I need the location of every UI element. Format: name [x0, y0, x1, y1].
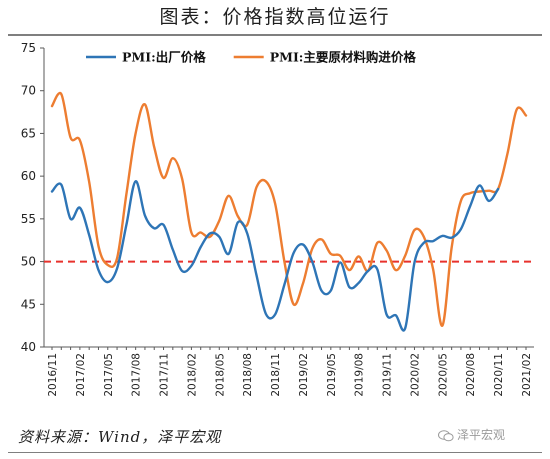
x-tick-label: 2018/02: [186, 353, 198, 397]
x-tick-label: 2016/11: [47, 353, 59, 397]
series-line: [50, 180, 500, 332]
x-axis: 2016/11 2017/02 2017/05 2017/08 2017/11 2018/…: [44, 346, 534, 397]
x-tick-label: 2020/05: [437, 353, 449, 397]
title-underline: [8, 34, 542, 36]
x-tick-label: 2018/08: [242, 353, 254, 397]
x-tick-label: 2017/11: [159, 353, 171, 397]
legend-label: PMI:出厂价格: [122, 50, 206, 65]
x-tick-label: 2018/11: [270, 353, 282, 397]
wechat-icon: [438, 429, 454, 442]
chart-title: 图表：价格指数高位运行: [159, 6, 391, 28]
x-tick-label: 2017/02: [75, 353, 87, 397]
y-tick-label: 60: [21, 169, 36, 183]
footer-rule: [8, 452, 542, 453]
series-line: [50, 91, 528, 327]
x-tick-label: 2019/11: [382, 353, 394, 397]
x-tick-label: 2018/05: [214, 353, 226, 397]
x-tick-label: 2019/05: [326, 353, 338, 397]
x-tick-label: 2019/08: [354, 353, 366, 397]
y-tick-label: 55: [21, 212, 36, 226]
x-tick-label: 2021/02: [521, 353, 533, 397]
y-axis: 40 45 50 55 60 65 70 75: [21, 41, 45, 354]
y-tick-label: 50: [21, 255, 36, 269]
x-tick-label: 2017/05: [103, 353, 115, 397]
x-tick-label: 2020/11: [493, 353, 505, 397]
x-tick-label: 2020/02: [409, 353, 421, 397]
watermark: 泽平宏观: [438, 426, 505, 443]
y-tick-label: 40: [21, 340, 36, 354]
source-note: 资料来源：Wind，泽平宏观: [18, 428, 222, 446]
x-tick-label: 2019/02: [298, 353, 310, 397]
x-tick-label: 2020/08: [465, 353, 477, 397]
x-tick-label: 2017/08: [131, 353, 143, 397]
series-group: [50, 91, 528, 332]
legend: PMI:出厂价格 PMI:主要原材料购进价格: [86, 50, 416, 65]
y-tick-label: 70: [21, 84, 36, 98]
y-tick-label: 75: [21, 41, 36, 55]
legend-label: PMI:主要原材料购进价格: [270, 50, 417, 65]
y-tick-label: 65: [21, 126, 36, 140]
y-tick-label: 45: [21, 297, 36, 311]
watermark-label: 泽平宏观: [457, 428, 506, 442]
